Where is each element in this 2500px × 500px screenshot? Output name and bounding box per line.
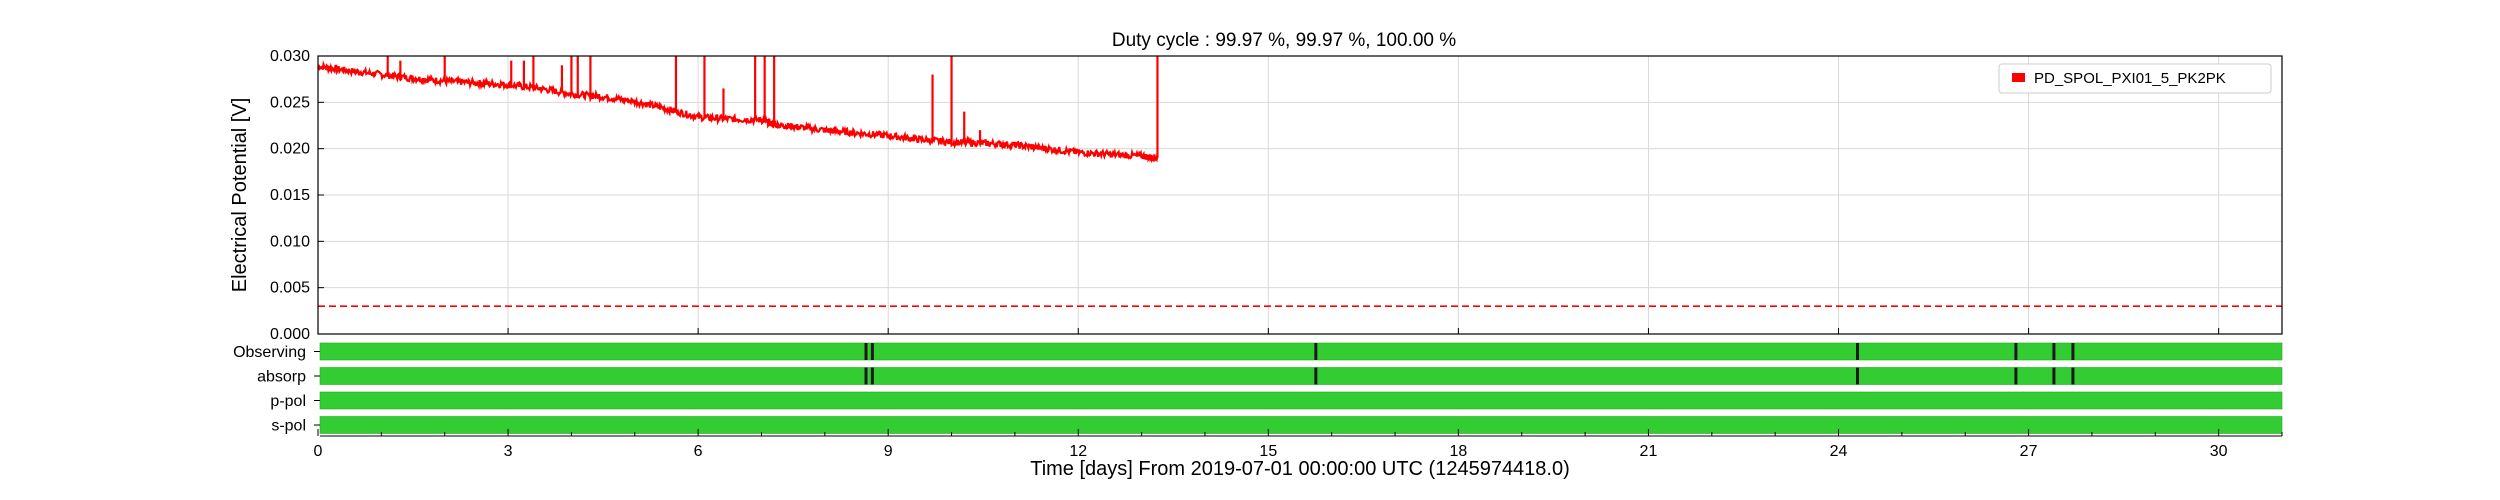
y-axis-ticks: 0.000 0.005 0.010 0.015 0.020 0.025 0.030 <box>270 48 324 343</box>
legend-swatch <box>2012 73 2025 82</box>
flag-bar <box>319 367 2283 385</box>
segment-flags: Observing absorp p-pol s-pol <box>233 342 2283 435</box>
y-tick-label: 0.010 <box>270 233 310 250</box>
main-plot-grid <box>317 55 2282 335</box>
flag-row-label: absorp <box>257 369 306 386</box>
x-tick-label: 15 <box>1259 443 1277 460</box>
x-tick-label: 9 <box>884 443 893 460</box>
flag-gap-mark <box>1856 367 1860 385</box>
legend-box <box>1998 63 2272 94</box>
x-tick-label: 27 <box>2020 443 2038 460</box>
flag-gap-mark <box>2052 367 2056 385</box>
flag-row-label: Observing <box>233 344 306 361</box>
flag-gap-mark <box>2014 343 2018 360</box>
x-tick-label: 6 <box>694 443 703 460</box>
x-tick-label: 21 <box>1640 443 1658 460</box>
flag-gap-mark <box>2071 367 2075 385</box>
flag-gap-mark <box>864 343 868 360</box>
flag-row-label: p-pol <box>270 393 306 410</box>
legend: PD_SPOL_PXI01_5_PK2PK <box>1998 63 2272 94</box>
flag-gap-mark <box>2052 343 2056 360</box>
legend-series-label: PD_SPOL_PXI01_5_PK2PK <box>2034 70 2226 87</box>
flag-gap-mark <box>2014 367 2018 385</box>
x-tick-label: 0 <box>314 443 323 460</box>
flag-gap-mark <box>2071 343 2075 360</box>
x-tick-label: 12 <box>1069 443 1087 460</box>
y-tick-label: 0.005 <box>270 280 310 297</box>
x-tick-label: 3 <box>504 443 513 460</box>
flag-bar <box>319 391 2283 410</box>
x-tick-label: 24 <box>1830 443 1848 460</box>
flag-gap-mark <box>1314 343 1318 360</box>
y-tick-label: 0.000 <box>270 326 310 343</box>
flag-bar <box>319 342 2283 361</box>
y-tick-label: 0.015 <box>270 187 310 204</box>
data-series <box>317 56 1159 164</box>
flag-gap-mark <box>1314 367 1318 385</box>
y-tick-label: 0.025 <box>270 94 310 111</box>
flag-gap-mark <box>870 367 874 385</box>
flag-row-label: s-pol <box>271 418 306 435</box>
y-tick-label: 0.020 <box>270 141 310 158</box>
flag-gap-mark <box>870 343 874 360</box>
chart-title: Duty cycle : 99.97 %, 99.97 %, 100.00 % <box>1112 30 1456 51</box>
x-tick-label: 30 <box>2210 443 2228 460</box>
series-line <box>317 60 1159 164</box>
x-axis-label: Time [days] From 2019-07-01 00:00:00 UTC… <box>1030 458 1570 480</box>
y-axis-label: Electrical Potential [V] <box>229 98 251 293</box>
flag-bar <box>319 416 2283 434</box>
y-tick-label: 0.030 <box>270 48 310 65</box>
flag-gap-mark <box>864 367 868 385</box>
flag-gap-mark <box>1856 343 1860 360</box>
x-tick-label: 18 <box>1449 443 1467 460</box>
x-axis-ticks: 0 3 6 9 12 15 18 21 24 27 30 <box>314 328 2283 460</box>
